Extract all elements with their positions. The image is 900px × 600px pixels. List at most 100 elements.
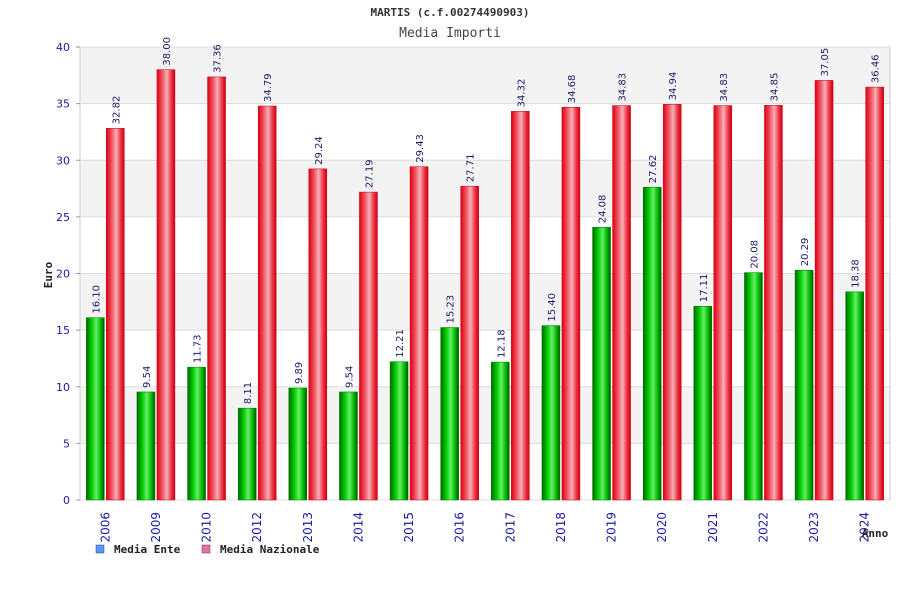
data-label-media-ente-2024: 18.38 xyxy=(851,259,862,288)
data-label-media-ente-2013: 9.89 xyxy=(294,362,305,384)
data-label-media-nazionale-2018: 34.68 xyxy=(567,75,578,104)
legend-label-media-nazionale: Media Nazionale xyxy=(220,543,320,556)
data-labels: 16.10 32.82 9.54 38.00 11.73 37.36 8.11 34.79 9.… xyxy=(91,37,881,404)
x-tick-label-2012: 2012 xyxy=(250,512,264,543)
legend-swatch-media-ente xyxy=(95,544,105,554)
x-tick-label-2023: 2023 xyxy=(807,512,821,543)
bar-media-ente-2006 xyxy=(86,317,105,501)
x-tick-label-2021: 2021 xyxy=(706,512,720,543)
bar-media-ente-2018 xyxy=(541,325,561,501)
bar-media-nazionale-2017 xyxy=(511,111,530,501)
x-tick-label-2018: 2018 xyxy=(554,512,568,543)
data-label-media-nazionale-2009: 38.00 xyxy=(162,37,173,66)
data-label-media-ente-2023: 20.29 xyxy=(800,238,811,267)
bar-media-ente-2016 xyxy=(440,327,459,501)
bar-media-nazionale-2018 xyxy=(561,106,581,501)
bar-media-ente-2024 xyxy=(845,291,864,501)
x-tick-label-2017: 2017 xyxy=(503,512,517,543)
y-tick-label: 10 xyxy=(56,381,70,394)
data-label-media-ente-2018: 15.40 xyxy=(547,293,558,322)
bar-media-nazionale-2021 xyxy=(713,105,733,501)
x-tick-label-2019: 2019 xyxy=(605,512,619,543)
bar-media-ente-2020 xyxy=(642,186,662,501)
y-tick-label: 30 xyxy=(56,154,70,167)
bar-media-nazionale-2010 xyxy=(207,76,226,501)
data-label-media-nazionale-2023: 37.05 xyxy=(820,48,831,77)
data-label-media-ente-2009: 9.54 xyxy=(142,366,153,388)
legend: Media Ente Media Nazionale xyxy=(95,543,320,556)
bar-media-nazionale-2006 xyxy=(106,128,125,501)
bar-media-ente-2010 xyxy=(187,366,206,501)
bar-media-nazionale-2009 xyxy=(156,69,176,501)
bar-media-nazionale-2015 xyxy=(409,166,429,501)
bar-media-ente-2014 xyxy=(339,391,358,501)
bar-media-nazionale-2024 xyxy=(865,86,884,501)
x-tick-label-2024: 2024 xyxy=(858,512,872,543)
data-label-media-nazionale-2020: 34.94 xyxy=(668,72,679,101)
data-label-media-ente-2010: 11.73 xyxy=(193,335,204,364)
data-label-media-nazionale-2022: 34.85 xyxy=(769,73,780,102)
bar-media-nazionale-2020 xyxy=(662,104,682,501)
data-label-media-ente-2014: 9.54 xyxy=(344,366,355,388)
x-axis-ticks: 2006 2009 2010 2012 2013 2014 2015 2016 2017 2018… xyxy=(98,512,871,543)
data-label-media-nazionale-2017: 34.32 xyxy=(516,79,527,108)
bar-media-ente-2015 xyxy=(389,361,409,501)
x-tick-label-2020: 2020 xyxy=(655,512,669,543)
data-label-media-ente-2020: 27.62 xyxy=(648,155,659,184)
bar-media-nazionale-2022 xyxy=(764,105,783,501)
data-label-media-ente-2012: 8.11 xyxy=(243,382,254,404)
x-tick-label-2006: 2006 xyxy=(98,512,112,543)
y-tick-label: 15 xyxy=(56,324,70,337)
x-tick-label-2016: 2016 xyxy=(453,512,467,543)
x-axis-label: Anno xyxy=(862,527,889,540)
data-label-media-ente-2022: 20.08 xyxy=(749,240,760,269)
chart-subtitle: Media Importi xyxy=(399,26,501,41)
x-tick-label-2010: 2010 xyxy=(200,512,214,543)
data-label-media-nazionale-2016: 27.71 xyxy=(466,154,477,183)
chart-title: MARTIS (c.f.00274490903) xyxy=(371,6,530,19)
bar-media-ente-2022 xyxy=(744,272,763,501)
bar-media-ente-2017 xyxy=(491,361,510,501)
data-label-media-nazionale-2012: 34.79 xyxy=(263,73,274,102)
bar-media-ente-2013 xyxy=(288,387,308,501)
bar-media-nazionale-2013 xyxy=(308,168,328,501)
data-label-media-ente-2006: 16.10 xyxy=(91,285,102,314)
data-label-media-ente-2015: 12.21 xyxy=(395,329,406,358)
bar-media-ente-2019 xyxy=(592,227,611,501)
legend-label-media-ente: Media Ente xyxy=(114,543,181,556)
y-axis-label: Euro xyxy=(42,261,55,288)
y-tick-label: 5 xyxy=(63,437,70,450)
data-label-media-nazionale-2010: 37.36 xyxy=(213,44,224,73)
data-label-media-nazionale-2021: 34.83 xyxy=(719,73,730,102)
bar-media-nazionale-2014 xyxy=(359,191,378,501)
bar-media-ente-2021 xyxy=(693,305,713,501)
y-tick-label: 25 xyxy=(56,211,70,224)
y-tick-label: 20 xyxy=(56,268,70,281)
x-tick-label-2014: 2014 xyxy=(351,512,365,543)
y-tick-label: 40 xyxy=(56,41,70,54)
data-label-media-ente-2019: 24.08 xyxy=(598,195,609,224)
y-tick-label: 0 xyxy=(63,494,70,507)
y-axis-ticks: 0 5 10 15 20 25 30 35 40 xyxy=(56,41,80,507)
x-tick-label-2022: 2022 xyxy=(756,512,770,543)
data-label-media-nazionale-2014: 27.19 xyxy=(364,159,375,188)
bar-media-nazionale-2016 xyxy=(460,185,479,501)
x-tick-label-2015: 2015 xyxy=(402,512,416,543)
data-label-media-nazionale-2013: 29.24 xyxy=(314,136,325,165)
bar-media-nazionale-2023 xyxy=(814,80,834,501)
bar-media-ente-2009 xyxy=(136,391,156,501)
bar-media-ente-2023 xyxy=(794,269,814,501)
data-label-media-ente-2017: 12.18 xyxy=(496,329,507,358)
legend-swatch-media-nazionale xyxy=(201,544,211,554)
bar-media-nazionale-2019 xyxy=(612,105,631,501)
x-tick-label-2009: 2009 xyxy=(149,512,163,543)
bar-media-nazionale-2012 xyxy=(257,105,277,501)
x-tick-label-2013: 2013 xyxy=(301,512,315,543)
bars xyxy=(86,69,884,501)
data-label-media-nazionale-2019: 34.83 xyxy=(618,73,629,102)
bar-media-ente-2012 xyxy=(237,407,257,501)
data-label-media-nazionale-2006: 32.82 xyxy=(111,96,122,125)
data-label-media-ente-2021: 17.11 xyxy=(699,274,710,303)
data-label-media-ente-2016: 15.23 xyxy=(446,295,457,324)
